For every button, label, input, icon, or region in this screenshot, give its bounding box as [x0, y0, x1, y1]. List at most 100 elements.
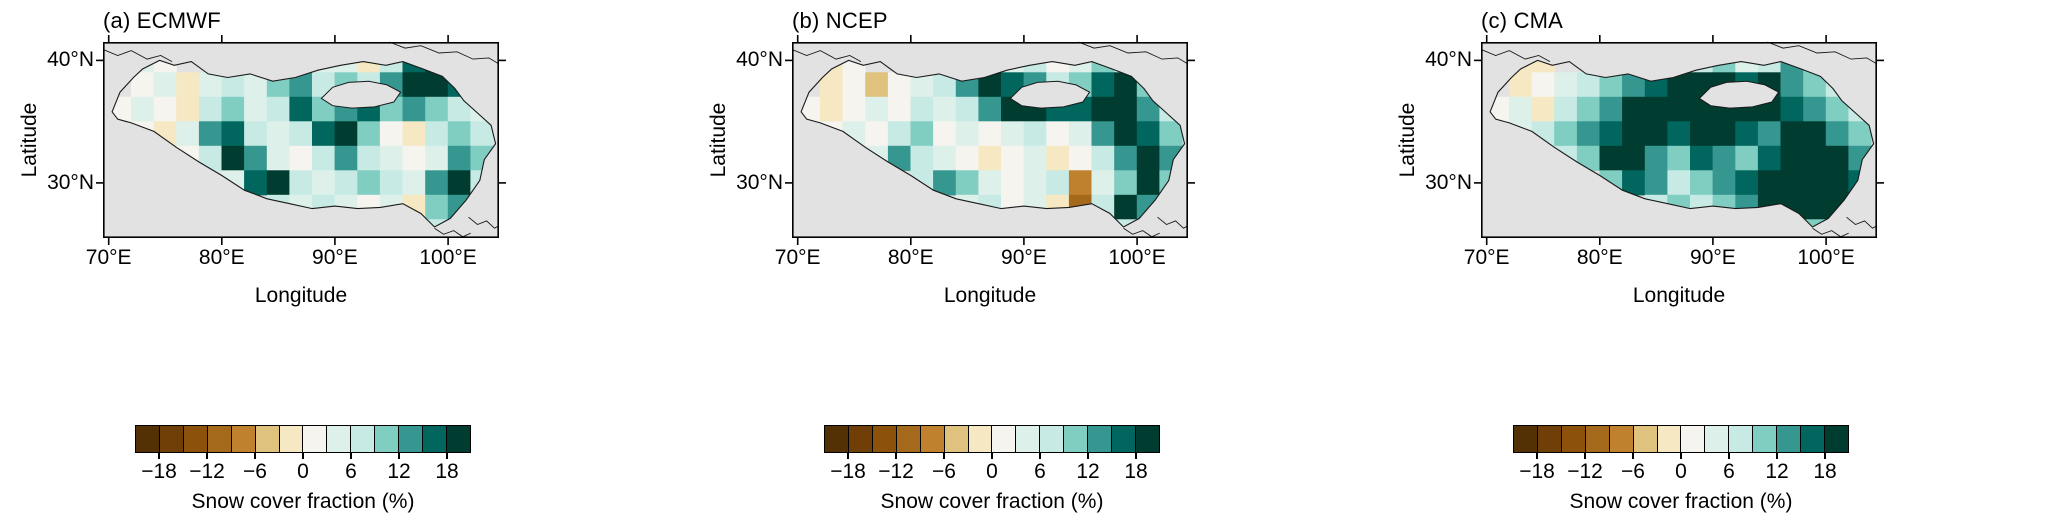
colorbar-title: Snow cover fraction (%)	[1569, 490, 1793, 513]
border-contour-line	[1157, 216, 1189, 229]
colorbar-tick-label: −6	[932, 460, 956, 483]
colorbar-segment	[1585, 426, 1610, 452]
y-tick-label: 30°N	[1425, 170, 1472, 194]
colorbar-tick-mark	[847, 453, 849, 459]
colorbar-segment	[968, 426, 993, 452]
panel-title: (c) CMA	[1481, 8, 1564, 33]
colorbar-segment	[1514, 426, 1538, 452]
colorbar-segment	[848, 426, 873, 452]
colorbar-segment	[375, 426, 400, 452]
colorbar-segment	[1135, 426, 1159, 452]
colorbar-segment	[327, 426, 352, 452]
y-axis-title: Latitude	[707, 102, 730, 178]
colorbar-tick-mark	[1584, 453, 1586, 459]
colorbar-segment	[1537, 426, 1562, 452]
map-panel-ecmwf: (a) ECMWF Latitude Longitude Snow cover …	[0, 0, 689, 531]
qaidam-basin-outline	[1698, 80, 1780, 109]
map-canvas	[1474, 35, 1884, 245]
colorbar-segment	[1729, 426, 1754, 452]
colorbar-segment	[303, 426, 328, 452]
border-contour-line	[1123, 227, 1160, 238]
colorbar-segment	[446, 426, 470, 452]
colorbar-title: Snow cover fraction (%)	[880, 490, 1104, 513]
x-tick-label: 80°E	[198, 246, 245, 269]
colorbar-segment	[399, 426, 424, 452]
x-tick-label: 90°E	[1690, 246, 1736, 269]
colorbar-segment	[1040, 426, 1065, 452]
y-tick-label: 40°N	[47, 48, 94, 72]
colorbar-segment	[183, 426, 208, 452]
colorbar-title: Snow cover fraction (%)	[191, 490, 415, 513]
colorbar-segment	[1088, 426, 1113, 452]
map-canvas	[96, 35, 506, 245]
y-tick-label: 30°N	[47, 170, 94, 194]
x-axis-title: Longitude	[943, 284, 1037, 307]
border-contour-line	[1846, 216, 1878, 229]
colorbar-tick-mark	[1087, 453, 1089, 459]
colorbar-tick-mark	[1135, 453, 1137, 459]
colorbar-segment	[1112, 426, 1136, 452]
colorbar-tick-mark	[1536, 453, 1538, 459]
border-contour-line	[102, 48, 173, 62]
colorbar-segment	[255, 426, 280, 452]
plot-frame	[103, 42, 499, 238]
colorbar-tick-mark	[1039, 453, 1041, 459]
colorbar-segment	[1801, 426, 1825, 452]
x-tick-label: 90°E	[312, 246, 358, 269]
border-contour-line	[468, 216, 500, 229]
y-tick-label: 40°N	[1425, 48, 1472, 72]
x-axis-title: Longitude	[254, 284, 348, 307]
colorbar-tick-label: 12	[1076, 460, 1100, 483]
colorbar-tick-label: 18	[1124, 460, 1148, 483]
colorbar-segment	[1705, 426, 1730, 452]
colorbar-tick-mark	[350, 453, 352, 459]
colorbar-tick-mark	[1776, 453, 1778, 459]
x-tick-label: 100°E	[1108, 246, 1166, 269]
map-canvas	[785, 35, 1195, 245]
colorbar-segment	[1777, 426, 1802, 452]
colorbar-tick-label: −12	[878, 460, 914, 483]
colorbar-segment	[1681, 426, 1706, 452]
border-contour-line	[389, 41, 500, 65]
map-svg	[96, 35, 506, 245]
x-tick-label: 70°E	[774, 246, 821, 269]
colorbar-tick-label: 18	[1813, 460, 1837, 483]
colorbar-segment	[1016, 426, 1041, 452]
border-contour-line	[1078, 41, 1189, 65]
colorbar-tick-mark	[943, 453, 945, 459]
y-axis-title: Latitude	[1396, 102, 1419, 178]
colorbar-tick-label: −12	[189, 460, 225, 483]
colorbar-segment	[351, 426, 376, 452]
y-tick-label: 40°N	[736, 48, 783, 72]
tibetan-plateau-outline	[800, 59, 1186, 228]
border-contour-line	[1480, 48, 1551, 62]
x-axis-title: Longitude	[1632, 284, 1726, 307]
plot-frame	[1481, 42, 1877, 238]
colorbar-tick-mark	[158, 453, 160, 459]
y-tick-label: 30°N	[736, 170, 783, 194]
colorbar-tick-label: 0	[986, 460, 998, 483]
colorbar-tick-label: 0	[1675, 460, 1687, 483]
map-svg	[785, 35, 1195, 245]
colorbar-tick-label: 12	[1765, 460, 1789, 483]
colorbar-tick-mark	[1632, 453, 1634, 459]
colorbar-segment	[1657, 426, 1682, 452]
colorbar-tick-mark	[254, 453, 256, 459]
colorbar-tick-label: −18	[1519, 460, 1555, 483]
colorbar-tick-mark	[895, 453, 897, 459]
colorbar-tick-label: −12	[1567, 460, 1603, 483]
colorbar-segment	[231, 426, 256, 452]
colorbar-tick-mark	[991, 453, 993, 459]
colorbar-tick-label: 6	[345, 460, 357, 483]
x-tick-label: 70°E	[85, 246, 132, 269]
colorbar-segment	[159, 426, 184, 452]
x-tick-label: 100°E	[1797, 246, 1855, 269]
map-panel-ncep: (b) NCEP Latitude Longitude Snow cover f…	[689, 0, 1378, 531]
colorbar-segment	[1753, 426, 1778, 452]
colorbar-tick-label: −18	[141, 460, 177, 483]
colorbar-tick-label: 0	[297, 460, 309, 483]
colorbar-segment	[920, 426, 945, 452]
qaidam-basin-outline	[320, 80, 402, 109]
colorbar-tick-mark	[302, 453, 304, 459]
